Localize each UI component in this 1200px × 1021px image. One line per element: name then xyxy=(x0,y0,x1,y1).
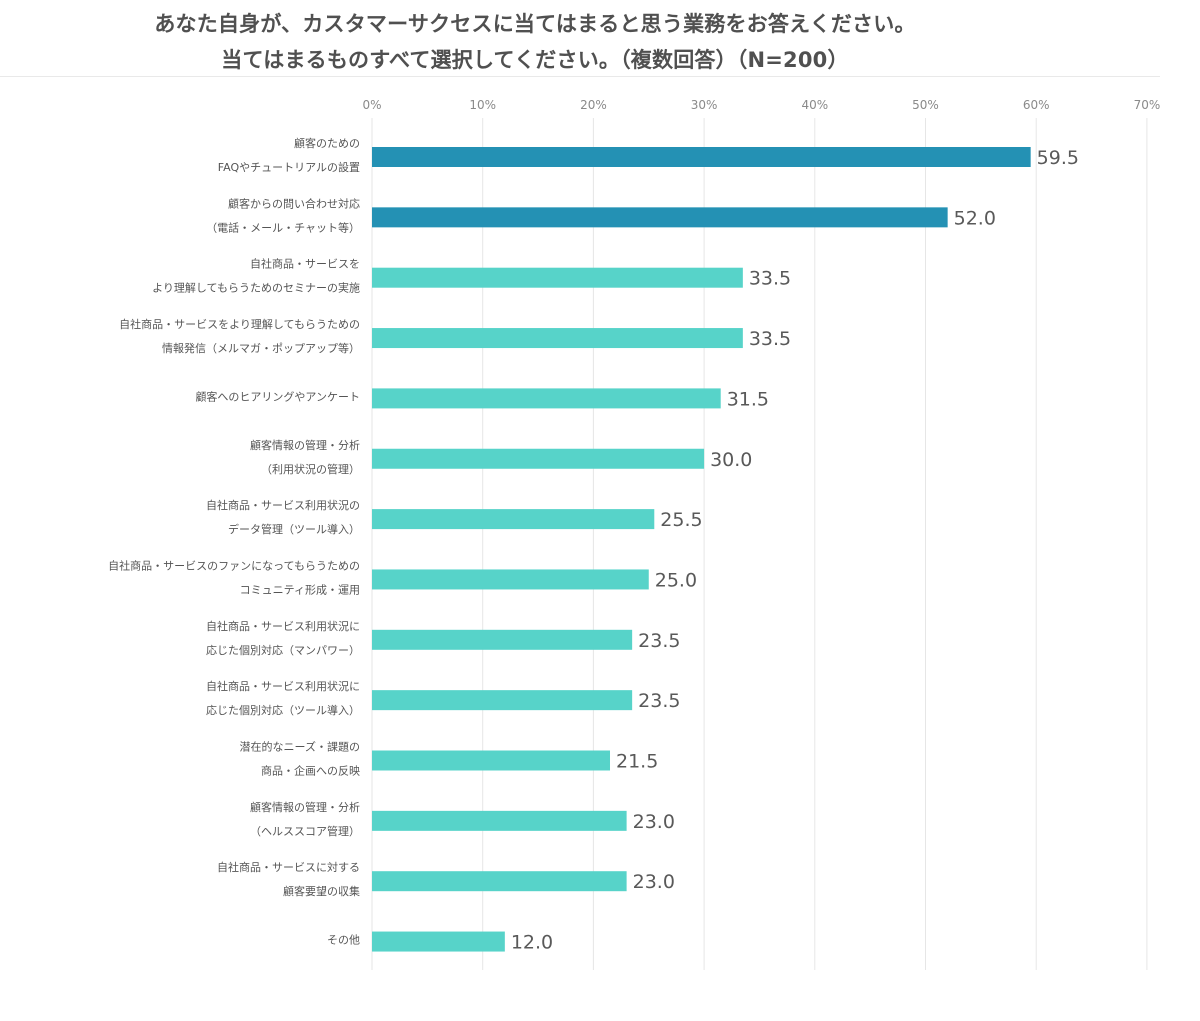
category-label: 自社商品・サービスを xyxy=(250,257,360,271)
value-label: 12.0 xyxy=(511,932,553,954)
category-label: その他 xyxy=(327,934,360,947)
bar xyxy=(372,207,948,228)
value-label: 23.0 xyxy=(633,811,675,833)
bar xyxy=(372,931,505,952)
bar xyxy=(372,871,627,892)
category-label: 商品・企画への反映 xyxy=(261,764,360,778)
bar xyxy=(372,569,649,590)
category-label: 顧客からの問い合わせ対応 xyxy=(228,196,360,210)
category-label: 応じた個別対応（マンパワー） xyxy=(206,643,360,657)
category-label: 顧客へのヒアリングやアンケート xyxy=(195,389,360,403)
x-tick-label: 20% xyxy=(580,98,607,112)
title-divider xyxy=(0,76,1160,77)
category-label: （ヘルススコア管理） xyxy=(250,824,360,838)
category-label: コミュニティ形成・運用 xyxy=(240,583,360,596)
category-label: 自社商品・サービス利用状況に xyxy=(206,679,360,693)
x-tick-label: 70% xyxy=(1134,98,1161,112)
category-label: データ管理（ツール導入） xyxy=(228,522,360,536)
chart-title: あなた自身が、カスタマーサクセスに当てはまると思う業務をお答えください。 当ては… xyxy=(0,6,1070,78)
value-label: 25.0 xyxy=(655,569,697,591)
value-label: 33.5 xyxy=(749,328,791,350)
category-label: 応じた個別対応（ツール導入） xyxy=(206,703,360,717)
bar xyxy=(372,448,705,469)
x-tick-label: 40% xyxy=(801,98,828,112)
value-label: 33.5 xyxy=(749,268,791,290)
x-tick-label: 30% xyxy=(691,98,718,112)
value-label: 52.0 xyxy=(954,207,996,229)
bar xyxy=(372,267,743,288)
bar xyxy=(372,147,1031,167)
value-label: 23.5 xyxy=(638,690,680,712)
value-label: 31.5 xyxy=(727,388,769,410)
x-tick-label: 50% xyxy=(912,98,939,112)
category-label: （利用状況の管理） xyxy=(261,462,360,476)
category-label: 潜在的なニーズ・課題の xyxy=(240,740,360,754)
value-label: 23.5 xyxy=(638,630,680,652)
category-label: より理解してもらうためのセミナーの実施 xyxy=(152,281,360,295)
bar xyxy=(372,388,721,409)
category-label: 自社商品・サービス利用状況に xyxy=(206,619,360,633)
bar xyxy=(372,750,611,771)
bar xyxy=(372,690,633,711)
chart-title-line-2: 当てはまるものすべて選択してください。（複数回答）（N=200） xyxy=(221,48,849,72)
bar xyxy=(372,509,655,530)
category-label: 情報発信（メルマガ・ポップアップ等） xyxy=(162,341,360,355)
value-label: 59.5 xyxy=(1037,147,1079,169)
value-label: 23.0 xyxy=(633,871,675,893)
value-label: 25.5 xyxy=(660,509,702,531)
category-label: 自社商品・サービスに対する xyxy=(217,860,360,874)
category-label: 顧客要望の収集 xyxy=(283,884,360,898)
category-label: （電話・メール・チャット等） xyxy=(206,220,360,234)
category-label: FAQやチュートリアルの設置 xyxy=(218,160,360,174)
category-label: 自社商品・サービスのファンになってもらうための xyxy=(108,558,360,572)
value-label: 30.0 xyxy=(710,449,752,471)
x-tick-label: 10% xyxy=(469,98,496,112)
bar xyxy=(372,328,743,349)
value-label: 21.5 xyxy=(616,751,658,773)
chart-title-line-1: あなた自身が、カスタマーサクセスに当てはまると思う業務をお答えください。 xyxy=(154,12,916,36)
category-label: 顧客情報の管理・分析 xyxy=(250,800,360,814)
category-label: 顧客のための xyxy=(294,136,360,150)
category-label: 顧客情報の管理・分析 xyxy=(250,438,360,452)
category-label: 自社商品・サービス利用状況の xyxy=(206,498,360,512)
x-tick-label: 0% xyxy=(362,98,381,112)
bar xyxy=(372,629,633,650)
bar xyxy=(372,810,627,831)
x-tick-label: 60% xyxy=(1023,98,1050,112)
category-label: 自社商品・サービスをより理解してもらうための xyxy=(119,317,360,331)
